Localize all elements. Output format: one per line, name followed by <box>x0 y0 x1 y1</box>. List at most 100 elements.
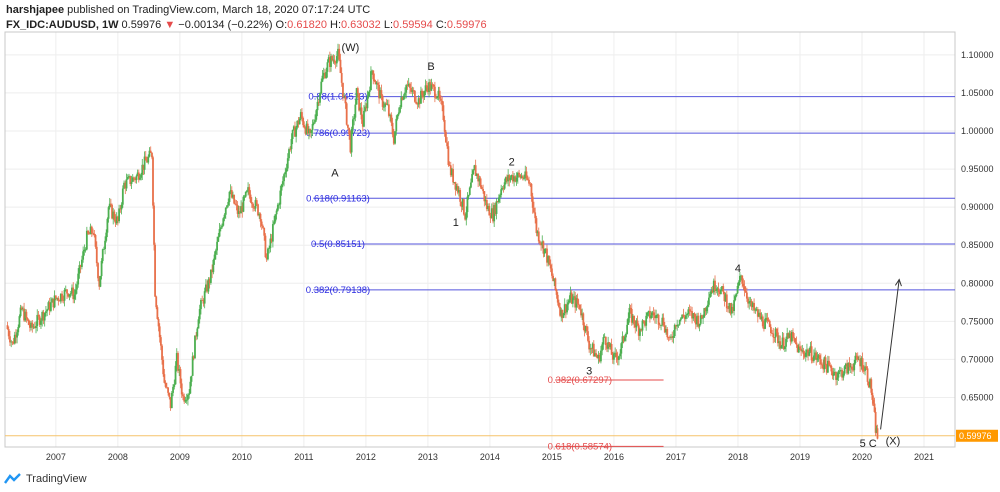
candle-body <box>794 338 797 343</box>
candle-body <box>440 98 442 101</box>
candle-body <box>260 221 263 226</box>
candle-body <box>156 307 159 320</box>
candle-body <box>59 293 62 302</box>
candle-body <box>755 309 758 311</box>
candle-body <box>269 238 272 249</box>
candle-body <box>207 279 210 292</box>
candle-body <box>19 307 22 317</box>
candle-body <box>483 191 486 202</box>
candle-body <box>386 104 389 106</box>
x-tick-label: 2007 <box>46 452 66 462</box>
candle-body <box>9 336 11 343</box>
candle-body <box>744 291 747 293</box>
candle-body <box>11 341 14 343</box>
candle-body <box>563 304 566 314</box>
candle-body <box>43 313 46 321</box>
y-tick-label: 0.80000 <box>961 278 994 288</box>
candle-body <box>782 337 785 349</box>
candle-body <box>647 310 650 313</box>
candle-body <box>394 131 396 144</box>
candle-body <box>697 315 700 327</box>
projection-arrow-line[interactable] <box>880 279 900 430</box>
candle-body <box>796 344 799 353</box>
candle-body <box>149 150 152 153</box>
candle-body <box>615 352 618 357</box>
candle-body <box>12 342 15 344</box>
candle-body <box>835 372 837 380</box>
candle-body <box>715 289 718 291</box>
candle-body <box>157 319 160 327</box>
candle-body <box>514 176 517 182</box>
candle-body <box>701 315 703 319</box>
candle-body <box>402 95 405 100</box>
candle-body <box>790 332 793 342</box>
candle-body <box>447 146 450 165</box>
candle-body <box>644 320 646 326</box>
candle-body <box>296 120 299 128</box>
candle-body <box>7 329 10 337</box>
y-tick-label: 1.00000 <box>961 126 994 136</box>
candle-body <box>286 158 289 169</box>
footer-brand[interactable]: TradingView <box>26 473 87 485</box>
candle-body <box>864 366 866 371</box>
candle-body <box>607 342 610 349</box>
candle-body <box>710 290 713 294</box>
price-chart[interactable]: 0.65000 0.70000 0.75000 0.80000 0.85000 0.900… <box>0 0 1000 470</box>
candle-body <box>203 291 206 304</box>
candle-body <box>16 332 18 338</box>
candle-body <box>135 175 138 181</box>
candle-body <box>15 334 17 338</box>
candle-body <box>32 326 35 328</box>
candle-body <box>472 170 475 175</box>
candle-body <box>741 275 744 284</box>
candle-body <box>165 386 168 388</box>
candle-body <box>18 316 21 328</box>
candle-body <box>126 177 129 180</box>
candle-body <box>707 297 710 305</box>
candle-body <box>109 203 112 205</box>
candle-body <box>838 370 841 372</box>
candle-body <box>671 336 674 339</box>
candle-body <box>90 226 93 234</box>
x-tick-label: 2019 <box>790 452 810 462</box>
candle-body <box>711 290 714 293</box>
candle-body <box>475 174 478 176</box>
candle-body <box>736 285 739 294</box>
candle-body <box>37 314 40 317</box>
tradingview-logo-icon[interactable] <box>4 473 22 485</box>
candle-body <box>554 278 557 290</box>
candle-body <box>353 117 356 120</box>
candle-body <box>436 96 439 99</box>
candle-body <box>309 129 311 133</box>
candle-body <box>97 263 99 279</box>
candle-body <box>184 400 187 402</box>
candle-body <box>241 206 244 212</box>
candle-body <box>130 181 133 184</box>
low-value: 0.59594 <box>393 19 433 31</box>
candle-body <box>667 337 670 338</box>
candle-body <box>191 356 194 376</box>
candle-body <box>582 313 585 326</box>
candle-body <box>163 374 166 383</box>
candle-body <box>778 341 780 344</box>
candle-body <box>869 379 871 388</box>
y-tick-label: 1.05000 <box>961 88 994 98</box>
candle-body <box>739 275 741 283</box>
candle-body <box>727 308 729 310</box>
publisher-name[interactable]: harshjapee <box>6 4 65 16</box>
candle-body <box>616 356 619 361</box>
candle-body <box>609 344 612 348</box>
candle-body <box>540 243 542 246</box>
candle-body <box>31 322 34 328</box>
candle-body <box>425 85 428 88</box>
candle-body <box>497 197 500 203</box>
candle-body <box>660 324 662 326</box>
candle-body <box>248 187 251 195</box>
candle-body <box>244 191 247 197</box>
candle-body <box>511 175 514 182</box>
candle-body <box>249 194 252 203</box>
candle-body <box>500 189 503 196</box>
candle-body <box>401 97 404 100</box>
candle-body <box>874 411 877 433</box>
candle-body <box>665 329 667 333</box>
